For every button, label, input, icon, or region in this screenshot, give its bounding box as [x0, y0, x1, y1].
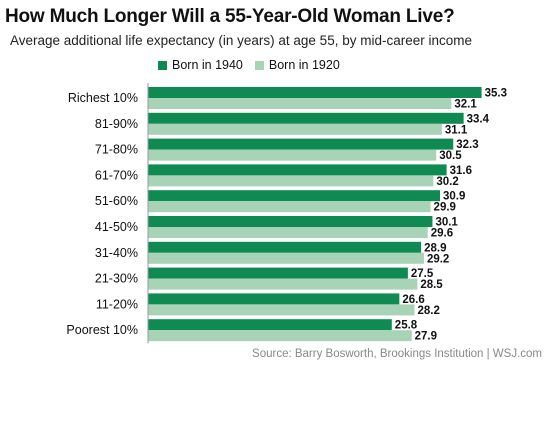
bar-1920	[148, 201, 431, 213]
data-label-1920: 30.5	[439, 150, 462, 162]
bar-1940	[148, 319, 392, 331]
category-label: 71-80%	[95, 143, 138, 157]
legend-item-1920: Born in 1920	[254, 58, 340, 72]
data-label-1940: 31.6	[450, 165, 472, 177]
chart-title: How Much Longer Will a 55-Year-Old Woman…	[5, 6, 455, 27]
chart-subtitle: Average additional life expectancy (in y…	[10, 33, 472, 48]
bar-1940	[148, 241, 422, 253]
data-label-1940: 35.3	[485, 88, 507, 100]
data-label-1920: 28.5	[420, 279, 443, 291]
category-label: 21-30%	[95, 272, 138, 286]
category-label: 11-20%	[96, 297, 138, 311]
data-label-1940: 26.6	[402, 294, 424, 306]
category-label: Richest 10%	[68, 91, 138, 105]
bar-1920	[148, 330, 412, 342]
data-label-1920: 30.2	[436, 176, 458, 188]
category-label: Poorest 10%	[66, 323, 138, 337]
data-label-1920: 28.2	[417, 305, 439, 317]
bar-1920	[148, 227, 428, 238]
bar-1940	[148, 216, 433, 227]
bar-1940	[148, 112, 464, 124]
legend-label-1920: Born in 1920	[268, 58, 340, 72]
data-label-1940: 30.9	[443, 191, 465, 203]
bar-1920	[148, 304, 415, 316]
data-label-1920: 31.1	[445, 124, 468, 136]
category-label: 51-60%	[95, 194, 138, 208]
bar-1940	[148, 267, 408, 279]
data-label-1920: 29.2	[427, 253, 449, 265]
data-label-1920: 29.6	[431, 228, 453, 240]
bar-1920	[148, 175, 434, 187]
data-label-1940: 27.5	[411, 268, 434, 280]
bar-1920	[148, 123, 442, 135]
data-label-1940: 25.8	[395, 320, 418, 332]
data-label-1940: 30.1	[435, 217, 458, 229]
data-label-1940: 33.4	[467, 113, 490, 125]
bar-1920	[148, 278, 418, 290]
data-label-1940: 28.9	[424, 242, 446, 254]
category-label: 81-90%	[95, 117, 138, 131]
data-label-1920: 29.9	[434, 202, 456, 214]
legend-swatch-1940	[158, 60, 167, 70]
data-label-1920: 27.9	[415, 331, 437, 343]
bar-1940	[148, 87, 482, 98]
legend-swatch-1920	[254, 60, 264, 70]
category-label: 41-50%	[95, 220, 138, 234]
bar-1940	[148, 190, 441, 202]
bar-1940	[148, 293, 400, 305]
data-label-1920: 32.1	[454, 99, 477, 111]
bar-1920	[148, 252, 424, 264]
data-label-1940: 32.3	[456, 139, 478, 151]
legend: Born in 1940 Born in 1920	[158, 58, 346, 72]
legend-item-1940: Born in 1940	[158, 58, 243, 72]
legend-label-1940: Born in 1940	[172, 58, 243, 72]
source-credit: Source: Barry Bosworth, Brookings Instit…	[252, 348, 542, 360]
category-label: 31-40%	[95, 246, 138, 260]
category-label: 61-70%	[95, 168, 138, 182]
bar-1920	[148, 98, 452, 109]
bar-1940	[148, 164, 447, 176]
bar-1920	[148, 149, 437, 161]
bar-1940	[148, 138, 454, 150]
